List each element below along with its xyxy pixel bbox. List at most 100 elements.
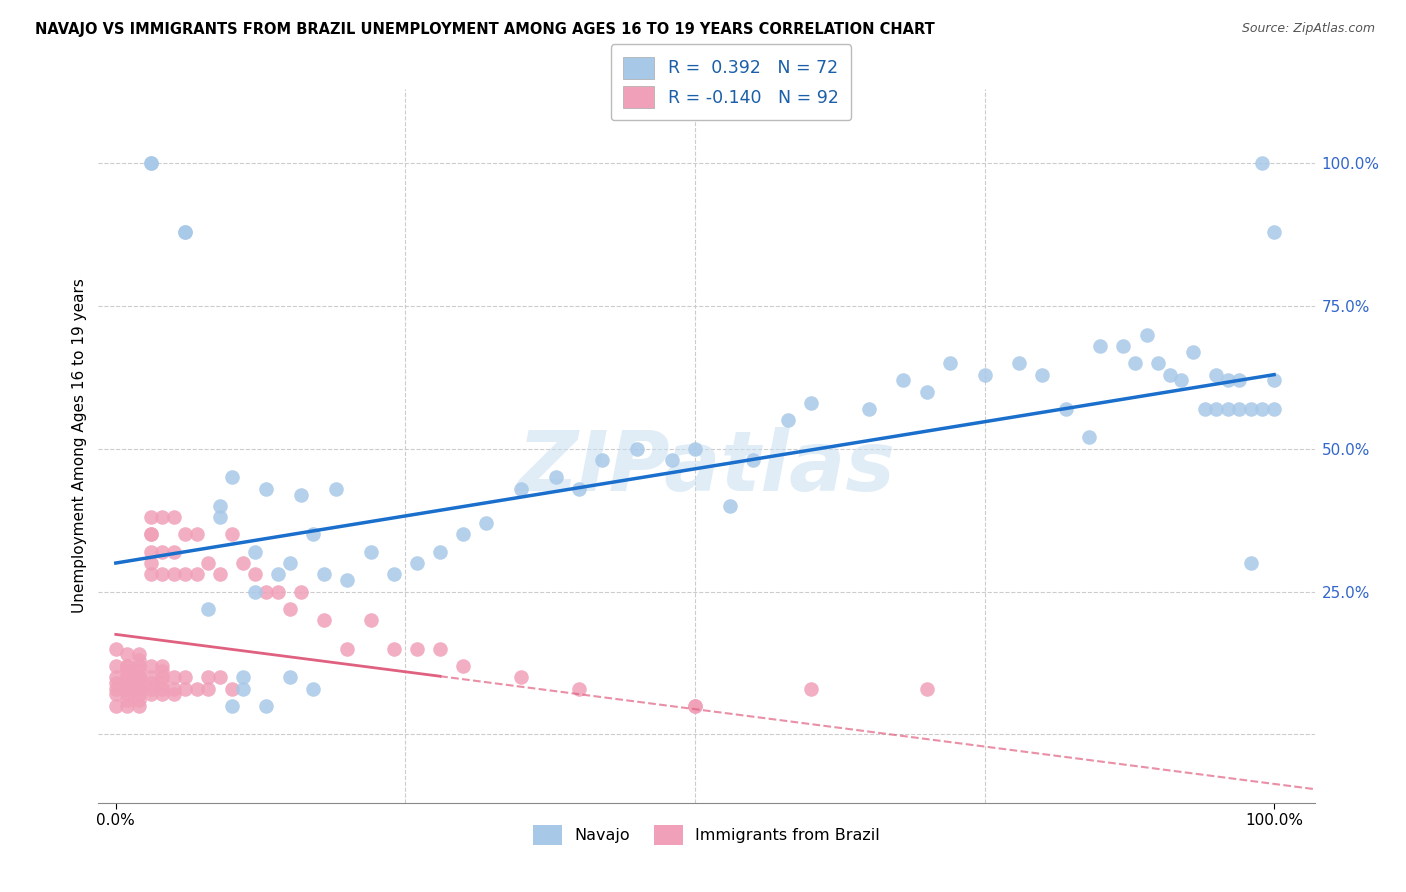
Point bbox=[360, 613, 382, 627]
Point bbox=[104, 641, 127, 656]
Point bbox=[128, 665, 150, 679]
Point bbox=[626, 442, 648, 456]
Point bbox=[139, 658, 162, 673]
Point bbox=[117, 698, 139, 713]
Point bbox=[117, 693, 139, 707]
Point bbox=[336, 641, 359, 656]
Legend: Navajo, Immigrants from Brazil: Navajo, Immigrants from Brazil bbox=[524, 817, 889, 854]
Point bbox=[915, 384, 938, 399]
Point bbox=[163, 681, 186, 696]
Point bbox=[221, 470, 243, 484]
Point bbox=[209, 670, 232, 684]
Point bbox=[150, 567, 173, 582]
Point bbox=[510, 482, 533, 496]
Point bbox=[254, 698, 277, 713]
Point bbox=[1227, 401, 1250, 416]
Point bbox=[139, 156, 162, 170]
Point bbox=[174, 225, 197, 239]
Point bbox=[117, 670, 139, 684]
Point bbox=[254, 482, 277, 496]
Point bbox=[1263, 401, 1285, 416]
Point bbox=[741, 453, 763, 467]
Point bbox=[104, 676, 127, 690]
Point bbox=[243, 567, 266, 582]
Point bbox=[800, 681, 823, 696]
Point bbox=[243, 544, 266, 558]
Point bbox=[139, 567, 162, 582]
Point bbox=[104, 670, 127, 684]
Point bbox=[544, 470, 567, 484]
Point bbox=[1123, 356, 1146, 370]
Point bbox=[197, 681, 219, 696]
Point bbox=[128, 648, 150, 662]
Point bbox=[382, 567, 405, 582]
Point bbox=[718, 499, 741, 513]
Point bbox=[1251, 156, 1274, 170]
Point bbox=[325, 482, 347, 496]
Point bbox=[1054, 401, 1077, 416]
Point bbox=[800, 396, 823, 410]
Point bbox=[360, 544, 382, 558]
Point bbox=[163, 687, 186, 701]
Point bbox=[776, 413, 799, 427]
Point bbox=[1136, 327, 1159, 342]
Point bbox=[139, 510, 162, 524]
Point bbox=[128, 698, 150, 713]
Point bbox=[290, 584, 312, 599]
Point bbox=[475, 516, 498, 530]
Point bbox=[1031, 368, 1053, 382]
Point bbox=[128, 676, 150, 690]
Point bbox=[267, 584, 290, 599]
Point bbox=[128, 687, 150, 701]
Point bbox=[209, 499, 232, 513]
Point bbox=[150, 665, 173, 679]
Point bbox=[221, 681, 243, 696]
Point bbox=[128, 693, 150, 707]
Point bbox=[232, 556, 254, 570]
Point bbox=[1263, 225, 1285, 239]
Point bbox=[267, 567, 290, 582]
Point bbox=[1263, 373, 1285, 387]
Point bbox=[1205, 368, 1227, 382]
Point bbox=[163, 510, 186, 524]
Point bbox=[104, 681, 127, 696]
Point bbox=[139, 544, 162, 558]
Point bbox=[139, 527, 162, 541]
Point bbox=[221, 527, 243, 541]
Point bbox=[278, 601, 301, 615]
Point bbox=[186, 567, 208, 582]
Point bbox=[128, 653, 150, 667]
Point bbox=[254, 584, 277, 599]
Point bbox=[128, 670, 150, 684]
Point bbox=[139, 556, 162, 570]
Text: Source: ZipAtlas.com: Source: ZipAtlas.com bbox=[1241, 22, 1375, 36]
Text: ZIPatlas: ZIPatlas bbox=[517, 427, 896, 508]
Point bbox=[915, 681, 938, 696]
Point bbox=[117, 658, 139, 673]
Point bbox=[661, 453, 683, 467]
Point bbox=[163, 544, 186, 558]
Point bbox=[150, 658, 173, 673]
Point bbox=[163, 670, 186, 684]
Point bbox=[209, 510, 232, 524]
Point bbox=[163, 567, 186, 582]
Point bbox=[973, 368, 995, 382]
Point bbox=[301, 681, 323, 696]
Point bbox=[1112, 339, 1135, 353]
Point bbox=[1159, 368, 1181, 382]
Point bbox=[117, 670, 139, 684]
Point bbox=[278, 556, 301, 570]
Point bbox=[453, 658, 475, 673]
Point bbox=[117, 681, 139, 696]
Point bbox=[278, 670, 301, 684]
Point bbox=[406, 556, 429, 570]
Point bbox=[314, 567, 336, 582]
Point bbox=[429, 544, 451, 558]
Point bbox=[197, 670, 219, 684]
Point bbox=[150, 510, 173, 524]
Point bbox=[290, 487, 312, 501]
Point bbox=[939, 356, 962, 370]
Point bbox=[174, 670, 197, 684]
Point bbox=[858, 401, 880, 416]
Point bbox=[1147, 356, 1170, 370]
